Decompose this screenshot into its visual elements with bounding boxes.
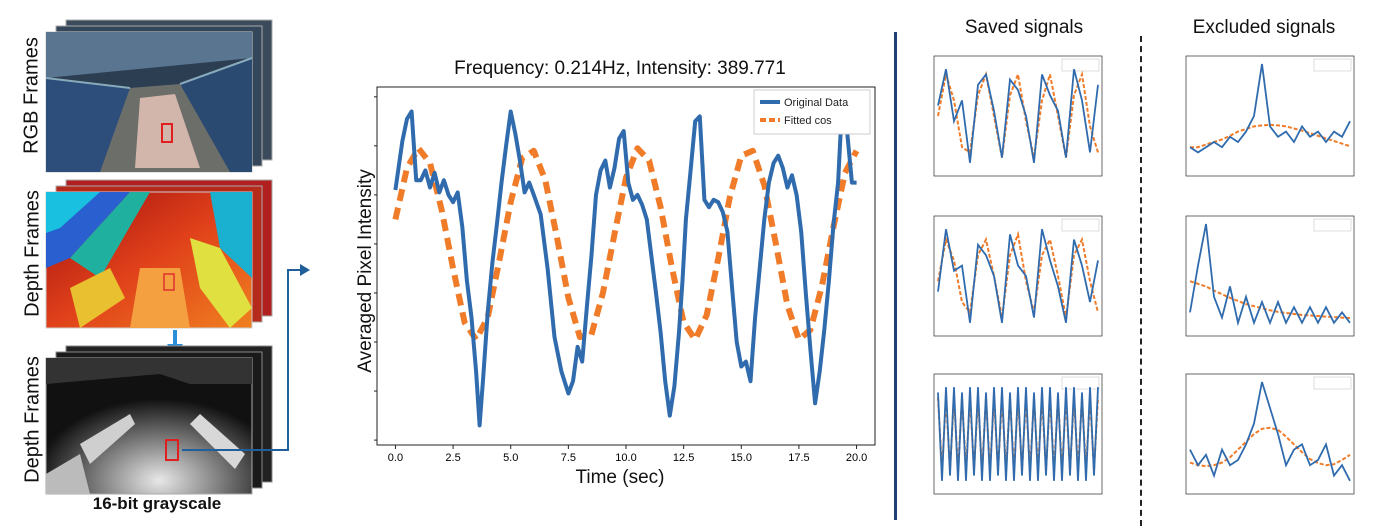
x-tick-label: 2.5 (445, 452, 460, 462)
thumbnail-fitted-line (1189, 280, 1351, 320)
saved-signal-thumbnail (933, 215, 1103, 337)
depth-color-frame-stack (45, 179, 273, 329)
thumbnail-original-line (1189, 223, 1351, 327)
rgb-frame-stack (45, 19, 273, 173)
x-tick-label: 12.5 (673, 452, 694, 462)
legend-original-label: Original Data (784, 97, 849, 109)
x-tick-label: 7.5 (561, 452, 576, 462)
roi-marker (161, 123, 173, 143)
thumbnail-original-line (1189, 381, 1351, 482)
thumbnail-original-line (937, 387, 1099, 481)
thumbnail-legend (1061, 376, 1100, 390)
saved-signals-header: Saved signals (964, 17, 1084, 38)
roi-marker-gray (165, 439, 179, 461)
thumbnail-legend (1313, 58, 1352, 72)
excluded-signal-thumbnail (1185, 373, 1355, 495)
main-chart-xlabel: Time (sec) (575, 467, 665, 488)
main-chart: 6004002000200400600800 0.02.55.07.510.01… (374, 86, 876, 462)
excluded-signal-thumbnail (1185, 55, 1355, 177)
original-data-line (393, 89, 857, 428)
x-tick-label: 17.5 (788, 452, 809, 462)
excluded-signals-header: Excluded signals (1192, 17, 1336, 38)
connector-arrow (182, 264, 310, 451)
thumbnail-fitted-line (937, 70, 1099, 158)
main-legend: Original Data Fitted cos (753, 89, 871, 135)
thumbnail-original-line (1189, 63, 1351, 154)
thumbnail-legend (1313, 376, 1352, 390)
main-chart-title: Frequency: 0.214Hz, Intensity: 389.771 (454, 58, 786, 79)
group-divider-dashed (1140, 36, 1142, 526)
thumbnail-original-line (937, 68, 1099, 163)
thumbnail-original-line (937, 228, 1099, 323)
thumbnail-legend (1061, 218, 1100, 232)
saved-signal-thumbnail (933, 55, 1103, 177)
legend-fitted-label: Fitted cos (784, 115, 832, 127)
thumbnail-legend (1313, 218, 1352, 232)
thumbnail-frame (1185, 373, 1355, 495)
depth-gray-frame-stack (45, 345, 273, 495)
thumbnail-frame (1185, 55, 1355, 177)
x-tick-label: 5.0 (503, 452, 518, 462)
excluded-signal-thumbnail (1185, 215, 1355, 337)
saved-signal-thumbnail (933, 373, 1103, 495)
x-tick-label: 10.0 (615, 452, 636, 462)
x-tick-label: 20.0 (846, 452, 867, 462)
x-tick-label: 0.0 (388, 452, 403, 462)
grayscale-caption: 16-bit grayscale (92, 494, 222, 513)
thumbnail-frame (933, 55, 1103, 177)
thumbnail-legend (1061, 58, 1100, 72)
x-tick-label: 15.0 (731, 452, 752, 462)
panel-divider (894, 32, 897, 520)
